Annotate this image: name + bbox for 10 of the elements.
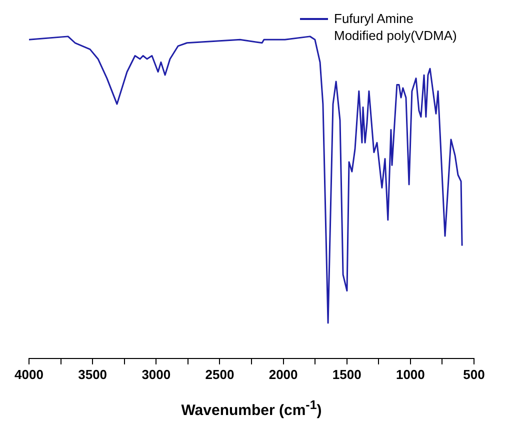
x-tick-label: 1000	[396, 366, 425, 382]
x-tick-label: 4000	[14, 366, 44, 382]
legend-label: Fufuryl Amine Modified poly(VDMA)	[334, 10, 457, 44]
x-tick-label: 2000	[268, 366, 298, 382]
x-tick-label: 500	[463, 366, 485, 382]
x-tick-label: 1500	[332, 366, 362, 382]
x-tick-label: 2500	[205, 366, 234, 382]
x-tick-label: 3500	[78, 366, 108, 382]
x-axis-title: Wavenumber (cm$^{-1}$)	[180, 398, 323, 419]
x-tick-label: 3000	[142, 366, 171, 382]
